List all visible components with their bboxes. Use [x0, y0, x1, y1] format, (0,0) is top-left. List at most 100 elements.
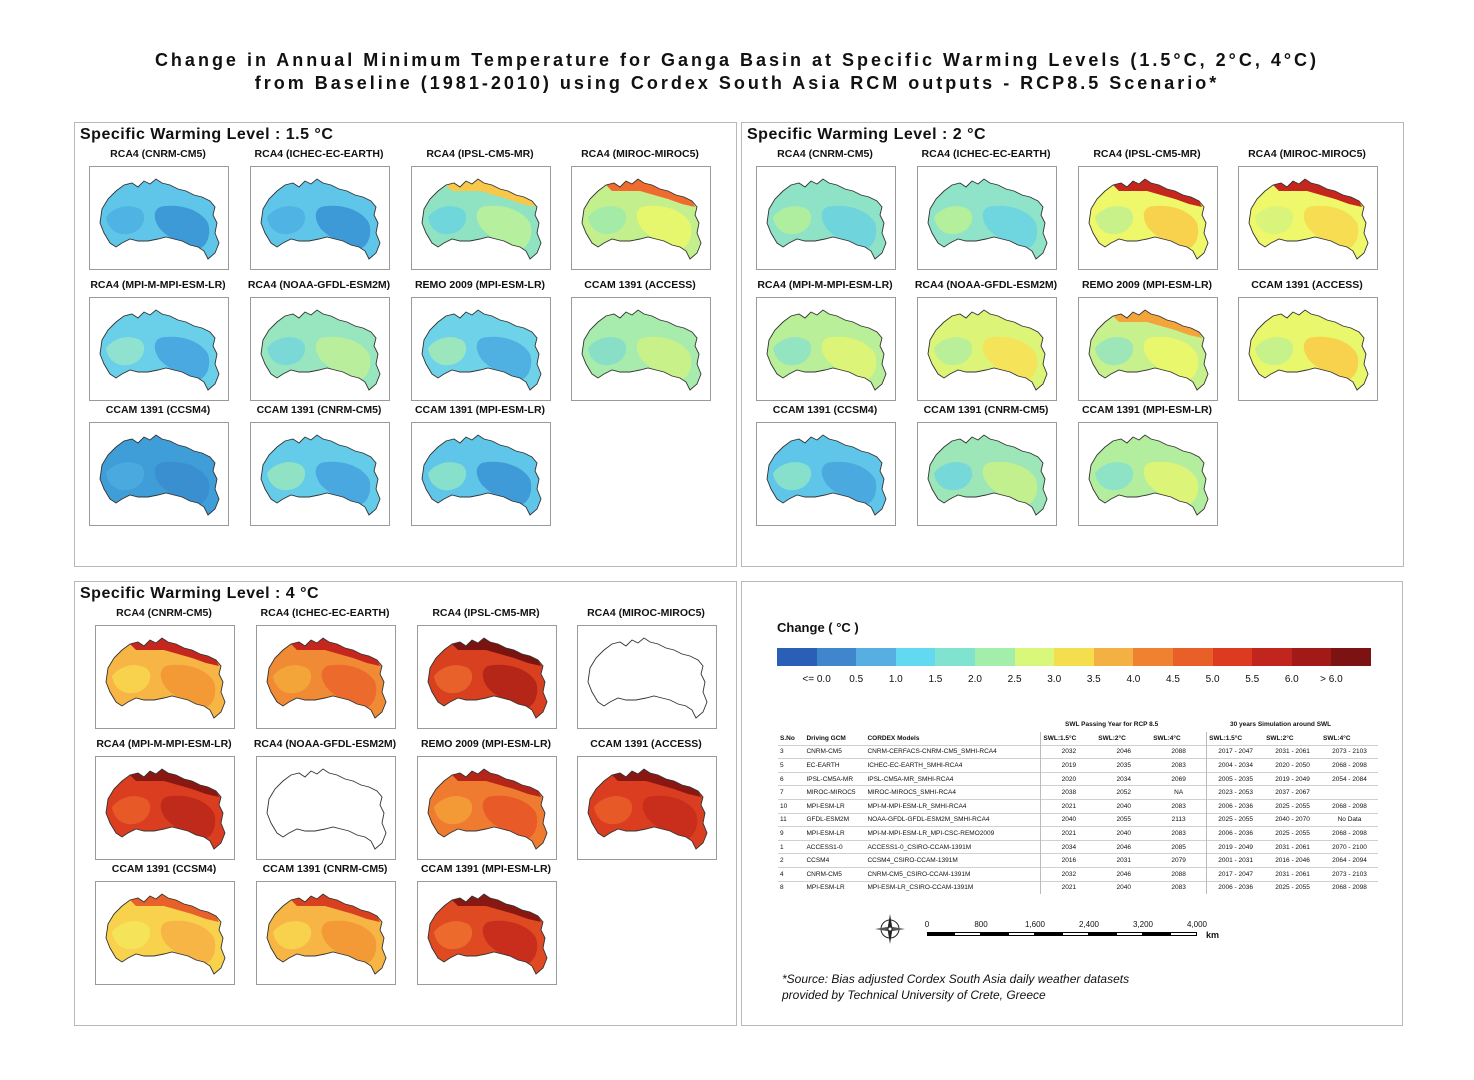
- colorbar-swatch: [1291, 648, 1332, 666]
- himalaya-edge: [130, 638, 219, 666]
- map-label: RCA4 (MIROC-MIROC5): [581, 148, 699, 160]
- basin-map: [756, 422, 896, 526]
- table-cell: 2055: [1096, 812, 1152, 827]
- table-cell: MIROC-MIROC5_SMHI-RCA4: [865, 785, 1041, 800]
- basin-map: [89, 166, 229, 270]
- basin-map: [411, 297, 551, 401]
- map-cell: RCA4 (NOAA-GFDL-ESM2M): [238, 279, 400, 409]
- map-label: RCA4 (IPSL-CM5-MR): [1093, 148, 1201, 160]
- value-patch: [476, 461, 532, 506]
- table-cell: 2069: [1151, 771, 1207, 786]
- table-cell: 2001 - 2031: [1206, 853, 1265, 868]
- value-patch: [434, 796, 473, 825]
- panel-legend: Change ( °C ) <= 0.0 0.5 1.0 1.5 2.0 2.5 3.0 3.…: [741, 581, 1403, 1026]
- table-cell: 2113: [1151, 812, 1207, 827]
- table-row: 9 MPI-ESM-LR MPI-M-MPI-ESM-LR_MPI-CSC-REMO…: [778, 826, 1378, 841]
- value-patch: [594, 796, 633, 825]
- basin-map: [577, 756, 717, 860]
- value-patch: [588, 337, 627, 366]
- col-header: SWL:2°C: [1266, 734, 1294, 742]
- table-cell: CNRM-CM5: [804, 744, 866, 759]
- basin-outline: [766, 434, 887, 516]
- table-cell: MPI-ESM-LR: [804, 798, 866, 814]
- colorbar-tick-label: 3.0: [1047, 674, 1062, 685]
- map-cell: REMO 2009 (MPI-ESM-LR): [405, 738, 567, 868]
- map-cell: CCAM 1391 (CNRM-CM5): [238, 404, 400, 534]
- table-cell: 2040: [1096, 880, 1152, 895]
- table-cell: IPSL-CM5A-MR_SMHI-RCA4: [865, 771, 1041, 786]
- table-cell: 10: [778, 798, 805, 814]
- table-cell: CNRM-CM5: [804, 866, 866, 882]
- map-label: RCA4 (MIROC-MIROC5): [1248, 148, 1366, 160]
- table-cell: 2016: [1040, 853, 1097, 868]
- colorbar-tick-label: 3.5: [1086, 674, 1101, 685]
- map-label: CCAM 1391 (ACCESS): [590, 738, 702, 750]
- scale-unit: km: [1206, 930, 1220, 940]
- value-patch: [934, 462, 973, 491]
- map-label: RCA4 (IPSL-CM5-MR): [432, 607, 540, 619]
- basin-map: [917, 422, 1057, 526]
- map-cell: CCAM 1391 (ACCESS): [565, 738, 727, 868]
- colorbar-tick-label: 4.5: [1166, 674, 1180, 685]
- table-cell: 2025 - 2055: [1264, 880, 1322, 895]
- table-cell: 2038: [1040, 785, 1097, 800]
- table-cell: [1321, 785, 1378, 800]
- table-cell: 2083: [1151, 826, 1207, 841]
- panel-swl-2: Specific Warming Level : 2 °C RCA4 (CNRM…: [741, 122, 1404, 567]
- value-patch: [476, 336, 532, 381]
- value-patch: [773, 462, 812, 491]
- basin-map: [250, 422, 390, 526]
- colorbar: [777, 648, 1372, 666]
- map-label: RCA4 (ICHEC-EC-EARTH): [254, 148, 384, 160]
- map-label: RCA4 (NOAA-GFDL-ESM2M): [247, 279, 391, 291]
- value-patch: [112, 665, 151, 694]
- source-line2: provided by Technical University of Cret…: [782, 988, 1046, 1002]
- map-cell: RCA4 (ICHEC-EC-EARTH): [244, 607, 406, 737]
- figure-title-line1: Change in Annual Minimum Temperature for…: [154, 50, 1320, 70]
- map-label: CCAM 1391 (CCSM4): [772, 404, 878, 416]
- scale-segment: [1143, 932, 1170, 936]
- table-cell: 2083: [1151, 758, 1207, 773]
- scale-label: 0: [924, 920, 930, 929]
- basin-outline: [266, 768, 387, 850]
- scale-segment: [1170, 932, 1197, 936]
- table-cell: MPI-M-MPI-ESM-LR_SMHI-RCA4: [865, 798, 1041, 814]
- value-patch: [1143, 205, 1199, 250]
- table-cell: ACCESS1-0_CSIRO-CCAM-1391M: [865, 839, 1041, 854]
- source-note: *Source: Bias adjusted Cordex South Asia…: [782, 971, 1129, 1003]
- colorbar-tick-labels: <= 0.0 0.5 1.0 1.5 2.0 2.5 3.0 3.5 4.0 4.5 5.0 5.5 6…: [777, 674, 1371, 688]
- value-patch: [267, 206, 306, 235]
- map-cell: CCAM 1391 (CCSM4): [77, 404, 239, 534]
- colorbar-tick-label: 5.5: [1245, 674, 1260, 685]
- table-cell: 2019 - 2049: [1264, 771, 1322, 786]
- map-label: RCA4 (CNRM-CM5): [110, 148, 206, 160]
- scale-label: 3,200: [1132, 920, 1154, 929]
- value-patch: [160, 795, 216, 840]
- basin-map: [1078, 166, 1218, 270]
- table-cell: 2083: [1151, 798, 1207, 814]
- value-patch: [1143, 461, 1199, 506]
- table-cell: 2073 - 2103: [1321, 744, 1378, 759]
- basin-map: [256, 625, 396, 729]
- table-cell: 2006 - 2036: [1206, 880, 1265, 895]
- value-patch: [934, 206, 973, 235]
- value-patch: [636, 336, 692, 381]
- basin-map: [417, 881, 557, 985]
- basin-outline: [927, 434, 1048, 516]
- value-patch: [482, 664, 538, 709]
- value-patch: [482, 795, 538, 840]
- basin-map: [1238, 166, 1378, 270]
- basin-outline: [1088, 434, 1209, 516]
- col-header: SWL:1.5°C: [1040, 732, 1097, 746]
- value-patch: [642, 795, 698, 840]
- table-cell: 2068 - 2098: [1321, 758, 1378, 773]
- value-patch: [1303, 205, 1359, 250]
- map-cell: CCAM 1391 (CCSM4): [744, 404, 906, 534]
- map-label: CCAM 1391 (CNRM-CM5): [256, 404, 382, 416]
- scale-segment: [1008, 932, 1035, 936]
- colorbar-swatch: [1173, 648, 1214, 666]
- table-cell: 2025 - 2055: [1264, 826, 1322, 841]
- value-patch: [154, 461, 210, 506]
- scale-label: 2,400: [1078, 920, 1100, 929]
- basin-outline: [99, 434, 220, 516]
